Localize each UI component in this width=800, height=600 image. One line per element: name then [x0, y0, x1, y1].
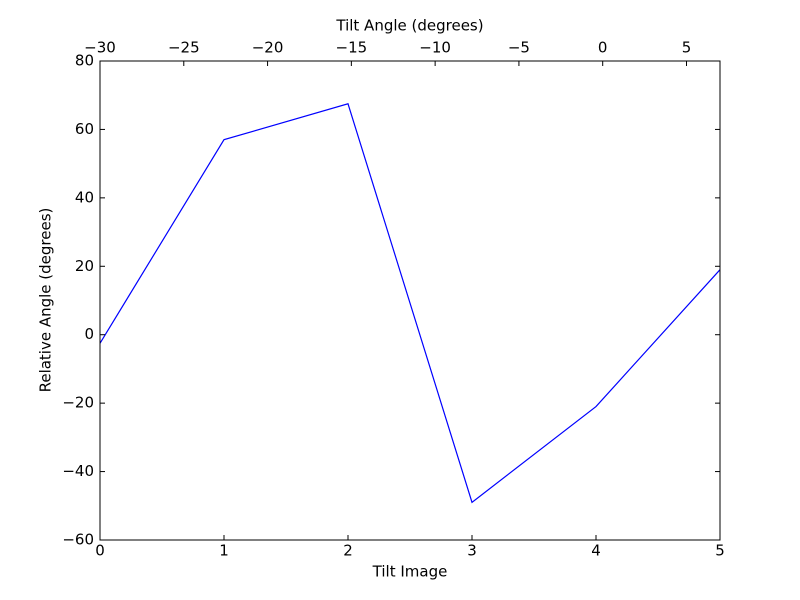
- y-axis-label: Relative Angle (degrees): [37, 208, 55, 393]
- line-series: [99, 103, 721, 504]
- x2-tick-label: −15: [336, 39, 368, 57]
- x2-tick-label: −30: [84, 39, 116, 57]
- y-tick-label: 20: [75, 257, 94, 275]
- y-tick-label: 0: [84, 325, 94, 343]
- x-tick-label: 2: [343, 542, 353, 560]
- y-tick-label: 60: [75, 120, 94, 138]
- y-tick-label: −60: [62, 531, 94, 549]
- x-tick-label: 5: [715, 542, 725, 560]
- y-tick-label: 40: [75, 188, 94, 206]
- x-tick-label: 3: [467, 542, 477, 560]
- x2-tick-label: −20: [252, 39, 284, 57]
- y-tick-label: −20: [62, 394, 94, 412]
- x-tick-label: 0: [95, 542, 105, 560]
- x2-tick-label: 5: [682, 39, 692, 57]
- x2-tick-label: −25: [168, 39, 200, 57]
- x-tick-label: 4: [591, 542, 601, 560]
- x2-axis-label: Tilt Angle (degrees): [335, 17, 483, 35]
- x2-tick-label: 0: [598, 39, 608, 57]
- y-tick-label: 80: [75, 52, 94, 70]
- x2-tick-label: −10: [419, 39, 451, 57]
- x-tick-label: 1: [219, 542, 229, 560]
- y-tick-label: −40: [62, 462, 94, 480]
- x2-tick-label: −5: [508, 39, 530, 57]
- plot-frame: [99, 60, 721, 541]
- x-axis-label: Tilt Image: [372, 563, 448, 581]
